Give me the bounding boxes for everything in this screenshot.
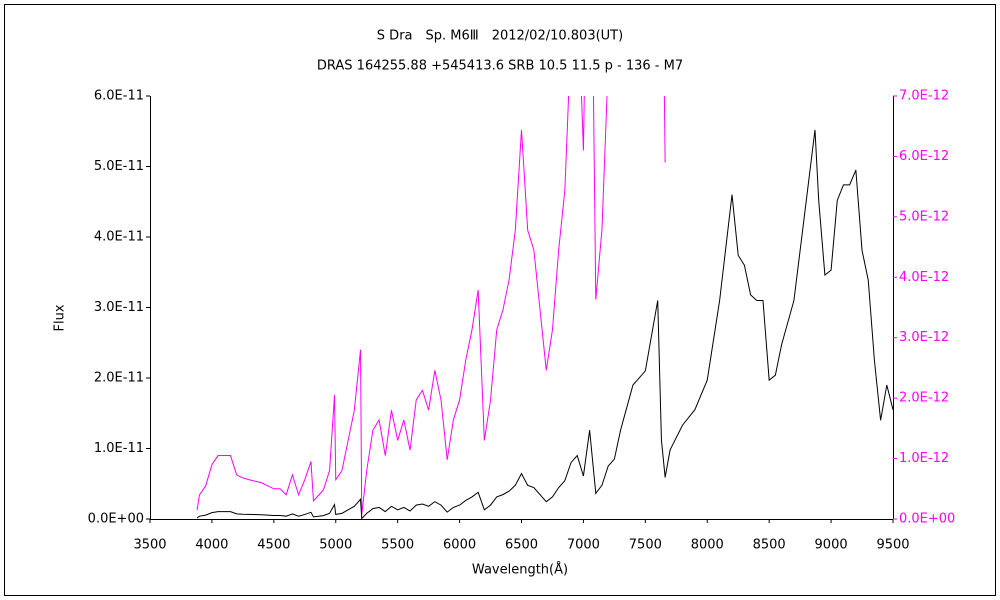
x-tick-label: 4500 [257,538,290,553]
x-tick-label: 3500 [133,538,166,553]
y-tick-label: 0.0E+00 [88,512,144,527]
chart-subtitle: DRAS 164255.88 +545413.6 SRB 10.5 11.5 p… [317,59,683,74]
y-tick-label: 3.0E-11 [94,300,144,315]
x-tick-label: 5500 [381,538,414,553]
y2-tick-label: 4.0E-12 [899,270,949,285]
chart-title: S Dra Sp. M6Ⅲ 2012/02/10.803(UT) [377,29,623,44]
y2-tick-label: 7.0E-12 [899,89,949,104]
x-tick-label: 5000 [319,538,352,553]
y-tick-label: 1.0E-11 [94,441,144,456]
x-tick-label: 9000 [815,538,848,553]
y2-tick-label: 2.0E-12 [899,391,949,406]
y-tick-label: 4.0E-11 [94,230,144,245]
frame [4,4,996,596]
y2-tick-label: 5.0E-12 [899,209,949,224]
x-tick-label: 9500 [876,538,909,553]
y2-tick-label: 0.0E+00 [899,512,955,527]
spectrum-line [196,96,666,515]
x-tick-label: 7000 [567,538,600,553]
y2-tick-label: 6.0E-12 [899,149,949,164]
y-tick-label: 5.0E-11 [94,159,144,174]
x-tick-label: 6000 [443,538,476,553]
x-tick-label: 4000 [195,538,228,553]
x-tick-label: 6500 [505,538,538,553]
x-tick-label: 8500 [753,538,786,553]
y-tick-label: 2.0E-11 [94,371,144,386]
x-axis-label: Wavelength(Å) [472,562,568,578]
y2-tick-label: 3.0E-12 [899,330,949,345]
y-axis-label: Flux [53,304,68,331]
x-tick-label: 8000 [691,538,724,553]
spectrum-line [196,129,893,519]
y-tick-label: 6.0E-11 [94,89,144,104]
y2-tick-label: 1.0E-12 [899,451,949,466]
x-tick-label: 7500 [629,538,662,553]
